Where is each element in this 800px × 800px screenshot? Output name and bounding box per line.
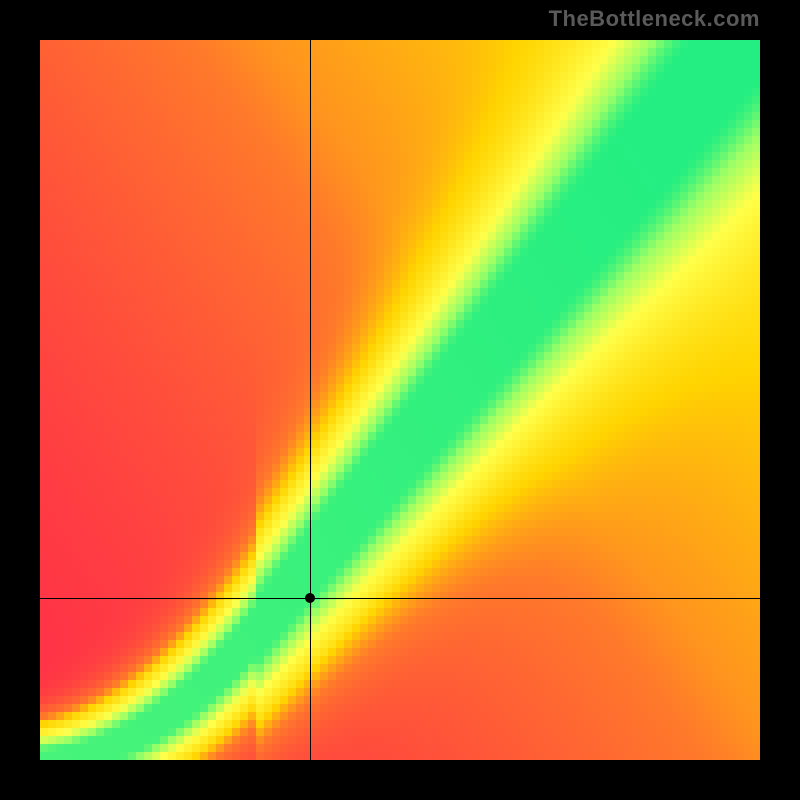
watermark-text: TheBottleneck.com xyxy=(549,6,760,32)
crosshair-vertical xyxy=(310,40,311,760)
crosshair-marker xyxy=(305,593,315,603)
crosshair-horizontal xyxy=(40,598,760,599)
heatmap-canvas xyxy=(40,40,760,760)
plot-area xyxy=(40,40,760,760)
